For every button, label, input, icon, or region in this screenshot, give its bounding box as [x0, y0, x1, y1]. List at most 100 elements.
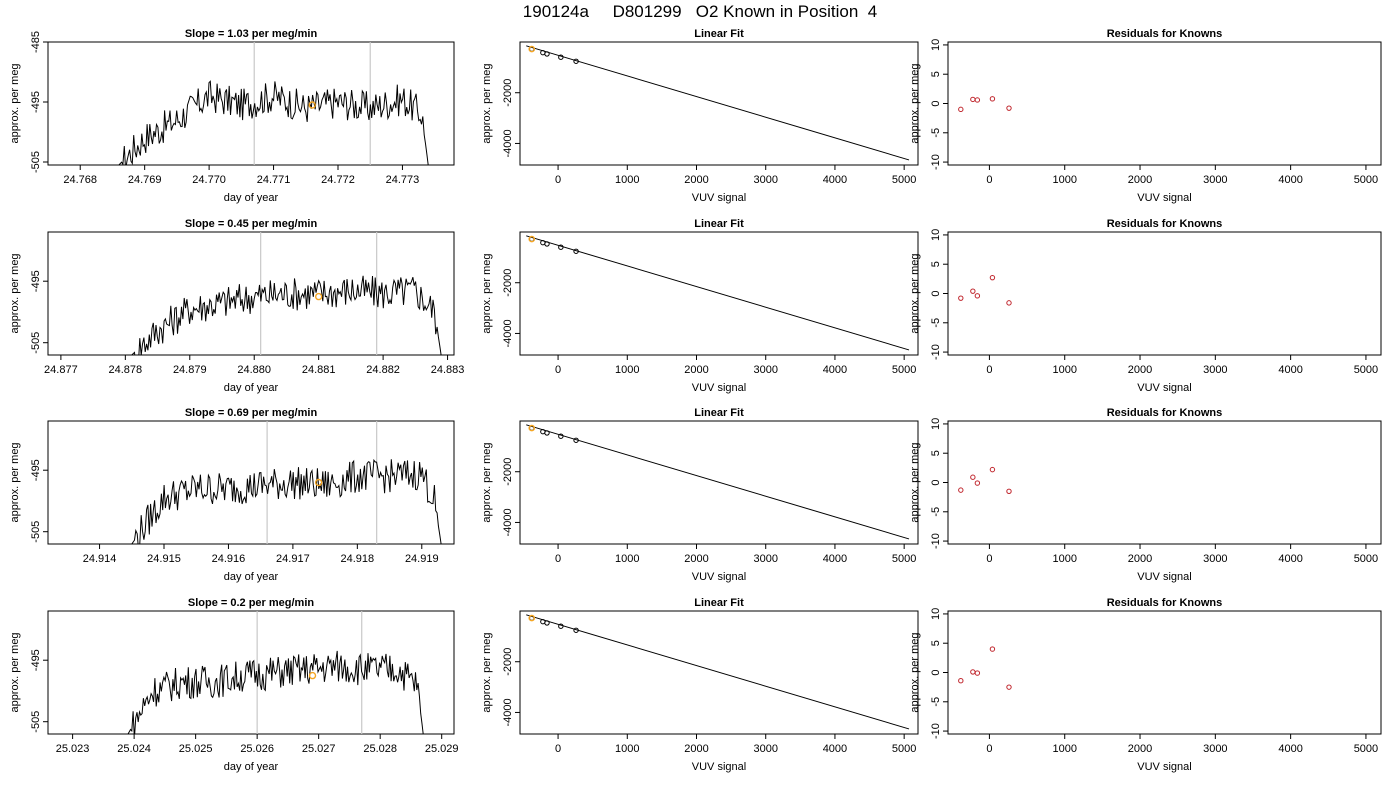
data-point [970, 474, 976, 480]
y-axis-label: approx. per meg [909, 442, 921, 522]
x-tick-label: 25.026 [240, 743, 274, 755]
x-tick-label: 2000 [684, 743, 708, 755]
data-point [974, 670, 981, 676]
y-tick-label: -505 [30, 151, 42, 173]
x-axis-label: day of year [224, 192, 279, 204]
x-tick-label: 24.882 [366, 364, 400, 376]
y-axis-label: approx. per meg [909, 63, 921, 143]
x-axis-label: VUV signal [692, 382, 746, 394]
x-axis-label: VUV signal [1137, 571, 1191, 583]
y-tick-label: -4000 [502, 508, 514, 536]
data-point [1006, 105, 1012, 111]
y-tick-label: -5 [930, 318, 942, 328]
x-tick-label: 4000 [823, 743, 847, 755]
x-tick-label: 24.879 [173, 364, 207, 376]
y-tick-label: -10 [930, 533, 942, 549]
data-point [544, 430, 550, 436]
plot-frame [47, 420, 455, 545]
plot-frame [519, 420, 919, 545]
x-tick-label: 4000 [1278, 553, 1302, 565]
y-axis-label: approx. per meg [9, 253, 21, 333]
data-point [989, 466, 996, 473]
y-tick-label: -5 [930, 128, 942, 138]
panel-title: Linear Fit [694, 407, 744, 419]
plot-frame [519, 41, 919, 166]
x-tick-label: 1000 [1052, 174, 1076, 186]
y-tick-label: -505 [30, 711, 42, 733]
x-axis-label: VUV signal [1137, 761, 1191, 773]
plot-frame [947, 41, 1382, 166]
panel-2-1: Linear Fit 0 1000 2000 3000 4000 5000 -4000 -200… [481, 407, 919, 583]
data-point [974, 97, 981, 103]
data-point [558, 244, 564, 250]
x-axis-label: day of year [224, 761, 279, 773]
panel-title: Residuals for Knowns [1107, 597, 1223, 609]
x-tick-label: 4000 [823, 364, 847, 376]
x-tick-label: 0 [986, 174, 992, 186]
data-point [558, 433, 564, 439]
x-tick-label: 3000 [1203, 743, 1227, 755]
x-tick-label: 24.916 [212, 553, 246, 565]
data-point [573, 58, 579, 64]
x-tick-label: 2000 [684, 174, 708, 186]
plot-frame [947, 420, 1382, 545]
x-tick-label: 0 [555, 174, 561, 186]
data-point [970, 96, 976, 103]
y-tick-label: 0 [930, 290, 942, 296]
plot-frame [947, 610, 1382, 735]
highlight-point [314, 292, 323, 301]
data-point [1006, 684, 1012, 690]
x-axis-label: VUV signal [1137, 382, 1191, 394]
y-tick-label: -495 [30, 270, 42, 292]
x-tick-label: 2000 [684, 553, 708, 565]
x-tick-label: 5000 [1354, 174, 1378, 186]
y-tick-label: -2000 [502, 648, 514, 676]
panel-title: Linear Fit [694, 28, 744, 40]
plot-frame [47, 231, 455, 356]
y-tick-label: -10 [930, 344, 942, 360]
x-tick-label: 24.772 [321, 174, 355, 186]
x-tick-label: 25.025 [179, 743, 213, 755]
fit-line [526, 45, 910, 161]
x-axis-label: day of year [224, 382, 279, 394]
y-tick-label: 10 [930, 608, 942, 620]
x-axis-label: VUV signal [692, 571, 746, 583]
panel-title: Slope = 0.69 per meg/min [185, 407, 318, 419]
y-tick-label: -485 [30, 31, 42, 53]
x-tick-label: 1000 [615, 364, 639, 376]
data-point [989, 646, 996, 652]
x-tick-label: 2000 [1128, 553, 1152, 565]
plot-area [131, 421, 442, 544]
x-tick-label: 4000 [823, 553, 847, 565]
y-axis-label: approx. per meg [9, 63, 21, 143]
x-tick-label: 24.773 [386, 174, 420, 186]
data-point [970, 669, 976, 675]
x-tick-label: 0 [555, 743, 561, 755]
y-tick-label: -495 [30, 91, 42, 113]
data-point [558, 54, 564, 60]
plot-frame [947, 231, 1382, 356]
fit-line [526, 424, 910, 540]
data-point [573, 627, 579, 633]
x-tick-label: 4000 [1278, 174, 1302, 186]
x-tick-label: 3000 [1203, 364, 1227, 376]
figure-title: 190124a D801299 O2 Known in Position 4 [522, 2, 878, 21]
data-point [974, 293, 981, 299]
data-point [544, 241, 550, 247]
x-tick-label: 1000 [615, 174, 639, 186]
panel-title: Slope = 1.03 per meg/min [185, 28, 318, 40]
y-tick-label: -5 [930, 507, 942, 517]
x-tick-label: 24.915 [147, 553, 181, 565]
data-point [958, 678, 964, 684]
y-tick-label: -505 [30, 521, 42, 543]
y-tick-label: -4000 [502, 319, 514, 347]
x-tick-label: 5000 [892, 553, 916, 565]
highlight-point [528, 45, 536, 53]
data-point [1006, 300, 1012, 306]
plot-frame [47, 610, 455, 735]
x-tick-label: 1000 [1052, 743, 1076, 755]
panel-3-1: Linear Fit 0 1000 2000 3000 4000 5000 -4000 -200… [481, 597, 919, 773]
x-tick-label: 3000 [753, 364, 777, 376]
x-tick-label: 0 [986, 364, 992, 376]
y-axis-label: approx. per meg [909, 253, 921, 333]
